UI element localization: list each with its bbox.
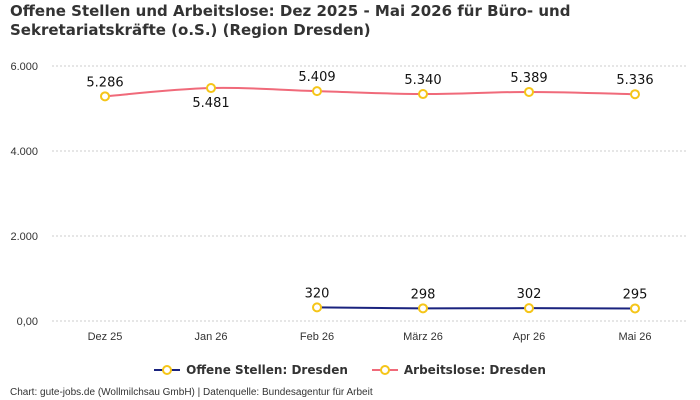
legend-label-arbeitslose: Arbeitslose: Dresden: [403, 363, 546, 377]
series-line-offene-stellen: [316, 306, 636, 310]
data-point-offene-stellen[interactable]: [312, 302, 322, 313]
data-label-offene-stellen: 295: [623, 287, 648, 302]
legend-label-offene-stellen: Offene Stellen: Dresden: [186, 363, 348, 377]
data-point-arbeitslose[interactable]: [312, 86, 322, 97]
data-label-offene-stellen: 320: [305, 286, 330, 301]
data-point-offene-stellen[interactable]: [630, 303, 640, 314]
legend: Offene Stellen: Dresden Arbeitslose: Dre…: [0, 363, 700, 377]
data-point-arbeitslose[interactable]: [630, 89, 640, 100]
x-tick-label: Feb 26: [300, 331, 334, 343]
axes: 0,00 2.000 4.000 6.000 Dez 25 Jan 26 Feb 26 Mär…: [10, 61, 651, 343]
x-tick-label: Mai 26: [618, 331, 651, 343]
x-tick-label: Jan 26: [194, 331, 227, 343]
chart-credits: Chart: gute-jobs.de (Wollmilchsau GmbH) …: [10, 387, 373, 398]
legend-symbol-offene-stellen: [154, 365, 181, 375]
legend-item-arbeitslose[interactable]: Arbeitslose: Dresden: [371, 363, 546, 377]
data-point-offene-stellen[interactable]: [418, 303, 428, 314]
series-line-arbeitslose: [104, 86, 636, 98]
x-tick-label: Apr 26: [513, 331, 545, 343]
data-point-offene-stellen[interactable]: [524, 303, 534, 314]
chart-title: Offene Stellen und Arbeitslose: Dez 2025…: [10, 2, 571, 39]
x-tick-label: März 26: [403, 331, 443, 343]
legend-marker-arbeitslose: [379, 365, 390, 375]
data-label-arbeitslose: 5.389: [510, 71, 547, 86]
data-label-arbeitslose: 5.336: [616, 73, 653, 88]
data-label-arbeitslose: 5.409: [298, 70, 335, 85]
grid-lines: [52, 65, 688, 322]
chart-plot: 0,00 2.000 4.000 6.000 Dez 25 Jan 26 Feb 26 Mär…: [10, 61, 688, 343]
legend-symbol-arbeitslose: [371, 365, 398, 375]
data-markers[interactable]: [100, 83, 640, 314]
legend-item-offene-stellen[interactable]: Offene Stellen: Dresden: [154, 363, 348, 377]
data-point-arbeitslose[interactable]: [418, 89, 428, 100]
y-tick-label: 6.000: [10, 61, 38, 73]
legend-marker-offene-stellen: [162, 365, 173, 375]
data-point-arbeitslose[interactable]: [100, 91, 110, 102]
data-label-offene-stellen: 302: [517, 287, 542, 302]
y-tick-label: 0,00: [17, 316, 38, 328]
y-tick-label: 4.000: [10, 146, 38, 158]
data-label-arbeitslose: 5.481: [192, 96, 229, 111]
data-point-arbeitslose[interactable]: [206, 83, 216, 94]
series-lines: [104, 86, 636, 310]
x-tick-label: Dez 25: [88, 331, 123, 343]
data-label-arbeitslose: 5.340: [404, 73, 441, 88]
data-labels: 320 298 302 295 5.286 5.481 5.409 5.340 5.389 5.3…: [86, 70, 653, 302]
data-label-offene-stellen: 298: [411, 287, 436, 302]
data-point-arbeitslose[interactable]: [524, 86, 534, 97]
y-tick-label: 2.000: [10, 231, 38, 243]
data-label-arbeitslose: 5.286: [86, 75, 123, 90]
